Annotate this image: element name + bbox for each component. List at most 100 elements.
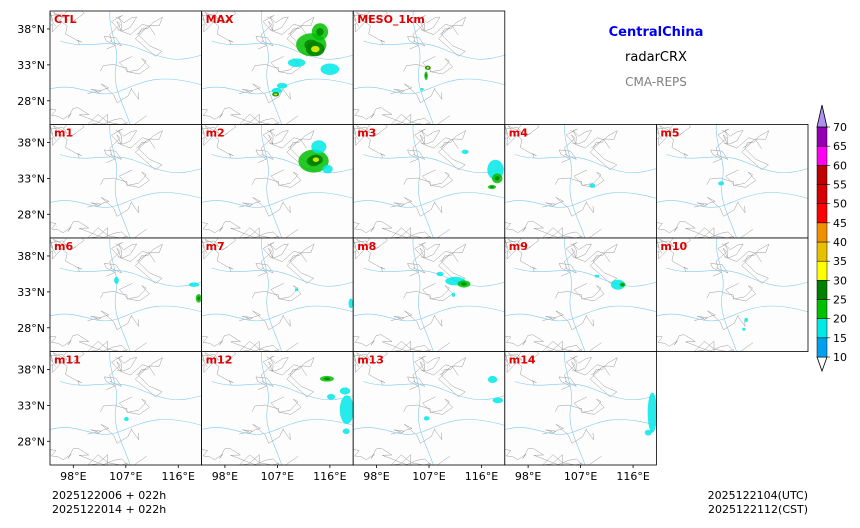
lon-tick-label: 98°E [515, 470, 541, 483]
province-border [438, 243, 467, 284]
province-border [201, 447, 257, 466]
province-border [211, 351, 237, 386]
echo-cell [610, 279, 625, 290]
river-line [109, 351, 131, 465]
province-border [49, 237, 68, 260]
lon-tick-label: 107°E [261, 470, 294, 483]
province-border [665, 124, 691, 159]
river-line [211, 40, 354, 60]
province-border [49, 10, 68, 33]
province-border [352, 107, 408, 125]
province-border [407, 243, 426, 277]
province-border [49, 107, 105, 125]
river-line [261, 10, 282, 125]
panel-max: MAX [201, 10, 354, 125]
province-border [49, 334, 105, 352]
echo-cell [348, 298, 354, 309]
province-border [59, 351, 85, 386]
radar-echoes [271, 23, 340, 97]
province-border [390, 424, 443, 444]
province-border [710, 130, 729, 163]
echo-cell [294, 288, 299, 292]
province-border [87, 83, 140, 104]
valid-time-cst: 2025122112(CST) [708, 503, 808, 516]
init-time-utc: 2025122006 + 022h [52, 489, 166, 502]
river-line [353, 305, 506, 322]
panel-m7: m7 [201, 237, 354, 352]
province-border [255, 130, 274, 163]
panel-m8: m8 [352, 237, 506, 352]
map-lines [352, 237, 506, 352]
river-line [363, 40, 506, 60]
province-border [352, 447, 408, 466]
colorbar-tick-label: 35 [833, 255, 847, 268]
river-line [49, 192, 203, 208]
figure-title-block: CentralChina radarCRX CMA-REPS [609, 25, 704, 89]
province-border [49, 447, 105, 466]
colorbar-extend-high [816, 104, 828, 128]
province-border [710, 243, 729, 277]
province-border [438, 130, 467, 171]
panel-m13: m13 [352, 351, 506, 466]
river-line [59, 381, 203, 401]
province-border [565, 128, 611, 149]
river-line [666, 154, 809, 174]
province-border [59, 124, 85, 159]
panel-label: m2 [206, 127, 225, 140]
province-border [111, 15, 156, 36]
map-lines [201, 124, 354, 239]
panel-label: m12 [206, 354, 233, 367]
province-border [414, 128, 459, 149]
colorbar-segment [816, 337, 828, 358]
panel-label: m11 [54, 354, 81, 367]
colorbar-tick-label: 70 [833, 121, 847, 134]
province-border [100, 283, 150, 302]
radar-echoes [114, 276, 202, 303]
colorbar-segment [816, 145, 828, 166]
river-line [59, 40, 203, 60]
radar-echoes [319, 375, 354, 435]
province-border [390, 310, 443, 331]
echo-cell [461, 149, 469, 154]
echo-cell [124, 416, 129, 422]
province-border [59, 237, 85, 272]
province-border [134, 357, 163, 398]
map-lines [49, 10, 203, 125]
province-border [134, 130, 163, 171]
echo-core [323, 377, 331, 381]
colorbar-tick-label: 65 [833, 140, 847, 153]
province-border [554, 283, 605, 302]
echo-cell [594, 274, 600, 278]
province-border [201, 220, 257, 239]
river-line [59, 154, 203, 174]
colorbar: 10 15 20 25 30 35 40 45 50 55 60 65 70 [816, 104, 847, 373]
panel-label: m1 [54, 127, 73, 140]
panel-m3: m3 [352, 124, 506, 239]
lat-tick-label: 38°N [17, 250, 45, 263]
river-line [656, 305, 809, 322]
province-border [438, 16, 467, 57]
colorbar-segment [816, 299, 828, 319]
province-border [87, 424, 140, 444]
province-border [504, 124, 523, 147]
province-border [589, 243, 618, 284]
province-border [352, 351, 371, 374]
province-border [554, 169, 605, 188]
map-lines [352, 351, 506, 466]
province-border [286, 243, 315, 284]
lat-tick-label: 38°N [17, 363, 45, 376]
province-border [665, 237, 691, 272]
echo-core [490, 186, 494, 188]
province-border [362, 237, 388, 272]
province-border [706, 283, 757, 302]
river-line [715, 237, 737, 352]
province-border [717, 128, 762, 149]
echo-cell [420, 87, 424, 91]
province-border [49, 220, 105, 239]
radar-echoes [420, 65, 431, 91]
river-line [363, 267, 506, 287]
colorbar-tick-label: 45 [833, 217, 847, 230]
lat-tick-label: 28°N [17, 435, 45, 448]
lon-tick-label: 116°E [162, 470, 195, 483]
echo-cell [322, 164, 333, 174]
